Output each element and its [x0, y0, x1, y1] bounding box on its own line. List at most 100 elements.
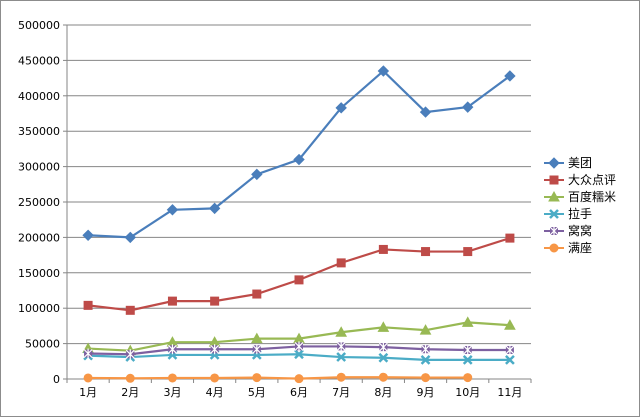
- data-point-cross: [125, 349, 135, 360]
- series-4: [83, 341, 515, 360]
- data-point: [83, 348, 93, 359]
- x-tick-label: 9月: [417, 386, 435, 399]
- legend-marker: [549, 175, 559, 185]
- data-point-cross: [168, 344, 177, 355]
- series-1: [83, 233, 515, 315]
- x-tick-label: 11月: [497, 386, 522, 399]
- y-tick-label: 150000: [18, 267, 60, 280]
- data-point: [505, 355, 515, 365]
- legend-item: 窝窝: [544, 223, 592, 238]
- data-point: [378, 352, 389, 363]
- data-point: [463, 373, 473, 383]
- legend-label: 美团: [568, 156, 592, 170]
- legend-label: 满座: [568, 240, 592, 255]
- data-point: [377, 65, 390, 77]
- legend-item: 满座: [544, 240, 592, 255]
- data-point: [421, 247, 431, 257]
- data-point: [461, 316, 474, 327]
- data-point-cross: [505, 344, 515, 355]
- data-point: [377, 321, 390, 332]
- series-line: [87, 237, 511, 312]
- data-point: [294, 374, 304, 384]
- data-point: [294, 349, 304, 360]
- data-point: [250, 332, 263, 344]
- data-point: [124, 231, 136, 244]
- data-point-cross: [210, 344, 220, 355]
- data-point: [166, 204, 179, 216]
- data-point: [504, 319, 516, 330]
- y-tick-label: 350000: [18, 125, 60, 138]
- data-point: [463, 344, 473, 355]
- data-point: [505, 233, 515, 243]
- data-point: [251, 168, 263, 181]
- legend-item: 大众点评: [544, 173, 616, 187]
- data-point: [168, 344, 177, 355]
- data-point: [378, 372, 388, 382]
- data-point: [463, 247, 473, 257]
- legend-marker: [548, 157, 560, 169]
- data-point: [335, 102, 347, 114]
- gridlines: [67, 24, 531, 345]
- data-point-cross: [421, 344, 430, 355]
- x-tick-label: 7月: [332, 386, 350, 399]
- data-point: [419, 106, 432, 118]
- y-tick-label: 50000: [25, 338, 60, 351]
- data-point: [336, 341, 346, 352]
- x-tick-label: 10月: [455, 386, 480, 399]
- legend-label: 窝窝: [568, 223, 592, 238]
- data-point: [462, 355, 473, 365]
- y-tick-label: 400000: [18, 90, 60, 103]
- x-tick-label: 6月: [290, 386, 308, 399]
- data-point-cross: [378, 342, 388, 353]
- data-point: [336, 352, 347, 362]
- data-point-cross: [252, 344, 262, 355]
- data-point: [294, 341, 304, 352]
- legend-item: 拉手: [544, 206, 592, 221]
- legend-label: 大众点评: [568, 173, 616, 187]
- data-point: [462, 101, 474, 113]
- data-point: [419, 324, 432, 335]
- y-tick-label: 0: [53, 373, 60, 386]
- x-tick-label: 4月: [206, 386, 224, 399]
- data-point: [167, 296, 177, 306]
- data-point: [336, 372, 346, 382]
- x-tick-label: 5月: [248, 386, 266, 399]
- y-tick-label: 500000: [18, 19, 60, 32]
- y-axis-ticks: 0 50000 100000 150000 200000 250000 300000 3500…: [18, 19, 67, 386]
- data-point: [421, 373, 431, 383]
- series-line: [88, 376, 468, 380]
- data-point: [210, 296, 220, 306]
- legend-item: 美团: [544, 156, 592, 170]
- series-0: [82, 65, 516, 244]
- data-point: [167, 373, 177, 383]
- data-point-cross: [463, 344, 473, 355]
- data-point-cross: [294, 341, 304, 352]
- legend-marker: [549, 226, 559, 236]
- data-point: [378, 342, 388, 353]
- data-point: [210, 344, 220, 355]
- legend-marker: [548, 190, 560, 202]
- data-point: [293, 153, 305, 166]
- legend-marker-cross: [549, 226, 559, 236]
- data-point: [83, 373, 93, 383]
- y-tick-label: 100000: [18, 302, 60, 315]
- y-tick-label: 450000: [18, 54, 60, 67]
- y-tick-label: 250000: [18, 196, 60, 209]
- data-point: [252, 373, 262, 383]
- data-point: [83, 300, 93, 310]
- data-point: [208, 202, 221, 215]
- legend-label: 拉手: [568, 206, 592, 221]
- series-5: [83, 372, 473, 384]
- data-point: [335, 326, 348, 337]
- x-axis-ticks: 1月 2月 3月 4月 5月 6月 7月 8月 9月 10月 11月: [66, 379, 532, 399]
- data-point-cross: [336, 341, 346, 352]
- x-tick-label: 2月: [121, 386, 139, 399]
- data-point: [125, 305, 135, 315]
- data-point: [505, 344, 515, 355]
- legend-marker: [549, 209, 559, 219]
- x-tick-label: 8月: [374, 386, 392, 399]
- x-tick-label: 3月: [163, 386, 181, 399]
- legend-marker: [549, 243, 559, 253]
